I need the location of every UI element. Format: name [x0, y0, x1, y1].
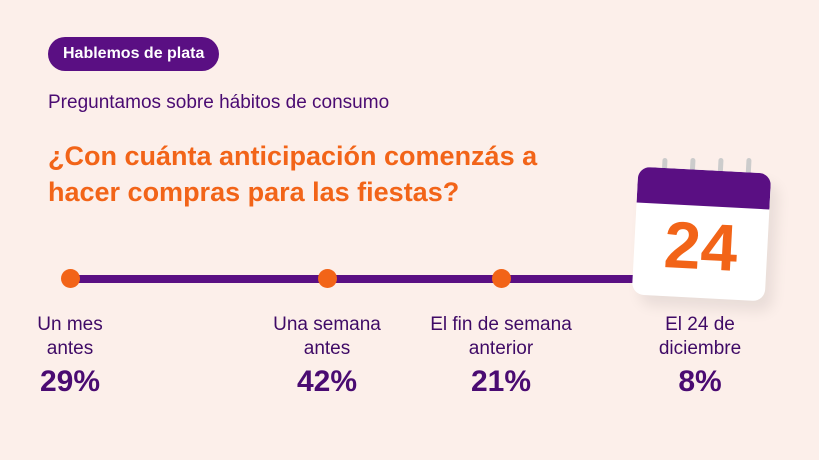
category-badge: Hablemos de plata	[48, 37, 220, 71]
calendar-icon: 24	[631, 166, 772, 302]
subtitle: Preguntamos sobre hábitos de consumo	[48, 92, 390, 113]
option-label: El 24 de diciembre	[658, 314, 742, 359]
timeline-dot	[318, 269, 337, 288]
calendar-day: 24	[662, 207, 740, 285]
question-title: ¿Con cuánta anticipación comenzás a hace…	[48, 141, 538, 207]
option-label: Un mes antes	[37, 314, 103, 359]
option-label: Una semana antes	[273, 314, 381, 359]
option-percent: 29%	[39, 365, 101, 398]
option-percent: 42%	[296, 365, 358, 398]
option-label: El fin de semana anterior	[430, 314, 572, 359]
option-percent: 21%	[470, 365, 532, 398]
timeline-line	[70, 275, 650, 283]
timeline-dot	[61, 269, 80, 288]
timeline-dot	[492, 269, 511, 288]
option-percent: 8%	[678, 365, 722, 398]
